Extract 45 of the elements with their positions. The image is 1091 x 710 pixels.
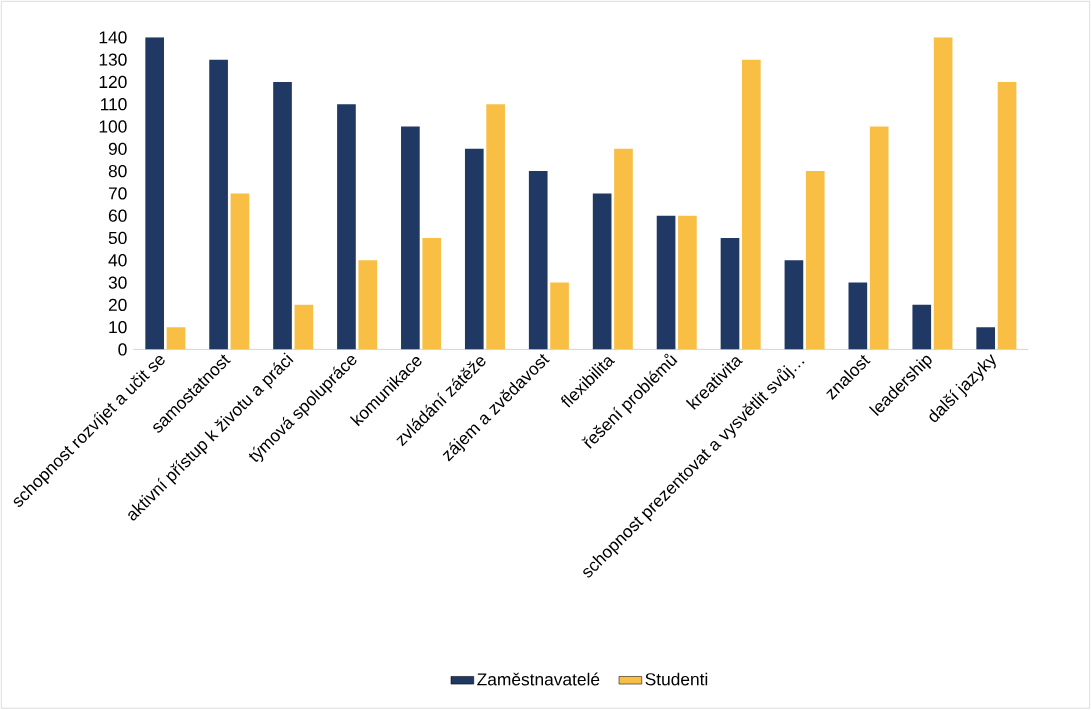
bar <box>145 37 164 350</box>
bar <box>230 193 250 350</box>
bar <box>209 59 228 350</box>
bar <box>997 82 1017 350</box>
y-tick-label: 40 <box>108 254 127 267</box>
bar <box>784 260 804 350</box>
bar <box>678 215 697 350</box>
bar <box>166 327 186 350</box>
bar <box>869 126 889 350</box>
legend-label: Zaměstnavatelé <box>477 672 600 686</box>
bar <box>933 37 953 350</box>
bar <box>848 282 868 350</box>
bar <box>592 193 612 350</box>
bar <box>358 260 378 350</box>
y-tick-label: 20 <box>108 298 127 312</box>
bar <box>720 238 740 350</box>
y-tick-label: 130 <box>99 53 127 66</box>
bar <box>805 171 825 350</box>
bar <box>273 82 292 350</box>
y-tick-label: 0 <box>118 343 127 356</box>
bar <box>337 104 356 350</box>
bar <box>294 305 314 350</box>
bar <box>401 126 420 350</box>
bar <box>976 327 996 350</box>
y-tick-label: 10 <box>109 321 127 334</box>
bar <box>614 149 633 350</box>
y-tick-label: 120 <box>99 76 127 89</box>
bar <box>550 282 569 350</box>
y-tick-label: 110 <box>101 98 127 111</box>
legend-label: Studenti <box>645 672 708 686</box>
y-tick-label: 100 <box>99 120 127 133</box>
y-tick-label: 80 <box>108 165 127 178</box>
y-tick-label: 50 <box>108 232 127 245</box>
bar <box>422 238 442 350</box>
y-tick-label: 90 <box>108 142 127 156</box>
bar <box>464 149 484 350</box>
y-tick-label: 140 <box>99 31 127 44</box>
bar <box>912 305 932 350</box>
bar <box>742 59 761 350</box>
bar <box>528 171 548 350</box>
y-tick-label: 30 <box>108 276 127 289</box>
y-tick-label: 70 <box>108 187 127 200</box>
bar <box>486 104 505 350</box>
y-tick-label: 60 <box>108 209 127 223</box>
bar <box>656 215 676 350</box>
